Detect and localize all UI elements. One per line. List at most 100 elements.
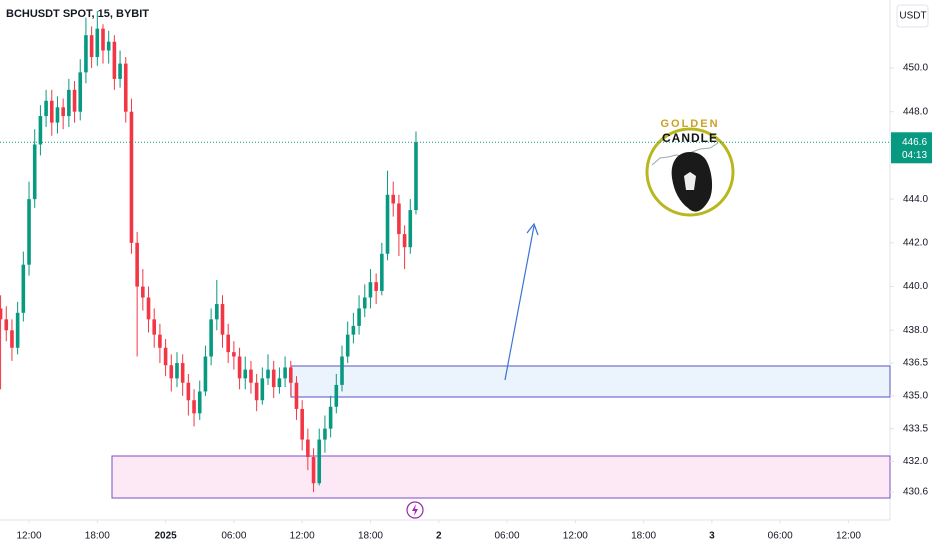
x-tick-label: 12:00 [836,531,861,542]
candle-body [351,325,356,335]
candle-body [215,304,219,320]
candle-body [306,439,310,458]
candle-body [414,142,418,211]
candle-body [243,369,248,379]
x-tick-label: 12:00 [290,531,315,542]
candle-body [32,144,37,200]
candle-body [317,439,322,484]
candle-body [249,369,253,383]
candle-body [192,400,196,414]
candle-body [135,242,139,287]
candle-body [271,369,276,388]
x-tick-label: 2 [436,531,442,542]
candle-body [123,63,128,112]
candle-body [95,28,100,58]
logo: GOLDEN CANDLE [645,118,735,217]
y-tick-label: 440.0 [903,281,928,292]
x-tick-label: 18:00 [358,531,383,542]
candle-body [266,369,270,379]
candle-body [78,72,83,112]
candle-body [323,428,327,440]
last-price-box [891,132,932,164]
candle-body [226,334,230,353]
y-tick-label: 432.0 [903,456,928,467]
candle-body [129,111,134,243]
logo-text: GOLDEN [660,118,719,130]
candle-body [169,365,174,379]
candle-body [10,330,14,348]
candle-body [152,319,157,335]
candle-body [203,356,208,392]
candle-body [334,384,339,407]
x-tick-label: 06:00 [768,531,793,542]
demand-zone [290,365,891,398]
candle-body [283,367,287,379]
currency-label: USDT [899,11,926,22]
logo-text: CANDLE [662,131,718,145]
candle-body [277,378,282,388]
candle-body [89,35,94,58]
candles [0,11,418,493]
x-tick-label: 3 [709,531,715,542]
candle-body [146,297,151,320]
candle-body [72,89,77,112]
logo-lion-face [684,172,696,190]
x-tick-label: 18:00 [631,531,656,542]
candle-body [345,334,350,357]
y-tick-label: 442.0 [903,237,928,248]
y-tick-label: 438.0 [903,325,928,336]
candle-body [209,319,213,357]
candle-body [158,334,162,348]
candle-body [67,89,71,117]
candle-body [374,282,378,291]
arrow [504,225,535,381]
candle-body [27,199,31,265]
candle-body [44,100,48,117]
candle-body [197,391,202,414]
candle-body [163,347,168,366]
candle-body [294,382,299,409]
currency-box[interactable] [896,4,929,28]
candle-body [260,378,265,401]
candle-body [300,408,304,440]
candle-body [288,367,293,383]
candle-body [254,382,259,401]
x-tick-label: 2025 [154,531,177,542]
x-tick-label: 12:00 [17,531,42,542]
candle-body [362,297,367,309]
candle-body [402,234,407,248]
candle-body [408,210,413,248]
support-zone [111,455,891,499]
event-icon-bolt [412,504,418,516]
y-tick-label: 444.0 [903,194,928,205]
candle-body [328,406,333,429]
candle-body [118,63,122,79]
candle-body [311,457,316,484]
candle-body [357,308,361,326]
y-tick-label: 435.0 [903,390,928,401]
candle-body [340,356,344,385]
y-tick-label: 450.0 [903,63,928,74]
candle-body [237,356,242,379]
candle-body [61,107,65,117]
candle-body [220,304,225,335]
candle-body [38,116,43,145]
candle-body [368,282,373,298]
candle-body [180,363,185,383]
x-tick-label: 06:00 [221,531,246,542]
countdown-label: 04:13 [902,150,927,161]
candle-body [84,35,88,73]
candle-body [186,382,191,401]
candle-body [385,194,390,254]
candle-body [141,286,145,298]
y-tick-label: 430.6 [903,487,928,498]
candle-body [55,107,60,123]
y-tick-label: 448.0 [903,106,928,117]
candle-body [4,319,9,331]
candle-body [101,28,105,51]
candle-body [15,312,20,348]
candle-body [21,264,26,313]
candle-body [380,253,384,291]
candle-body [391,194,396,204]
